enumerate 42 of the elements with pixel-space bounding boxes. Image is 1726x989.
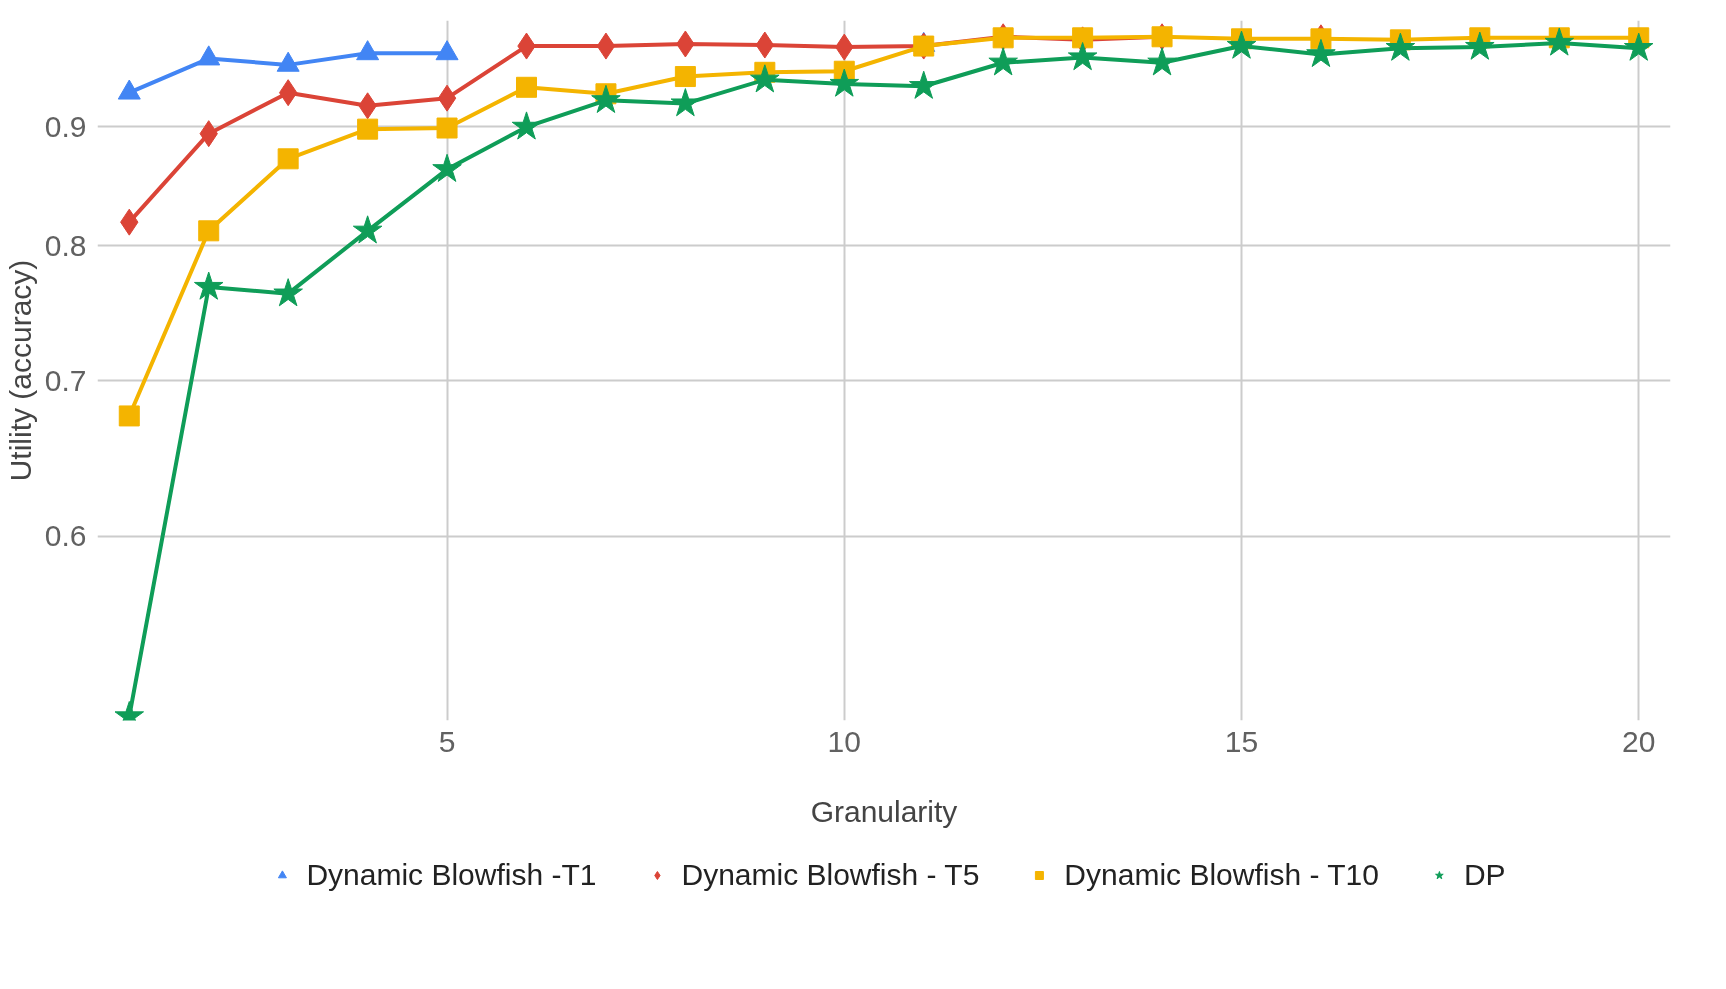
legend-label: DP [1463,858,1506,892]
point [1072,27,1094,49]
point [829,68,860,97]
point [1623,32,1654,61]
point [357,118,379,140]
point [193,271,224,300]
point [352,215,383,244]
point [988,47,1018,76]
point [198,220,220,242]
point [674,66,696,88]
point [1385,32,1416,61]
point [992,27,1014,49]
point [273,278,303,307]
point [1147,47,1177,76]
point [750,64,780,93]
point [1465,31,1495,60]
y-axis-title: Utility (accuracy) [3,259,37,482]
point [432,153,462,182]
point [1067,42,1098,71]
x-tick-label: 10 [827,724,861,758]
y-tick-label: 0.6 [44,519,87,553]
point [1544,27,1575,56]
x-tick-label: 5 [438,724,456,758]
point [437,84,457,112]
y-tick-label: 0.8 [44,228,87,262]
point [436,117,458,139]
point [591,84,621,113]
point [1306,38,1336,68]
legend-label: Dynamic Blowfish - T10 [1064,858,1379,892]
legend-label: Dynamic Blowfish -T1 [306,858,597,892]
y-tick-label: 0.9 [44,109,87,143]
y-tick-label: 0.7 [44,363,87,397]
point [277,148,299,170]
point [516,76,537,98]
point [596,32,616,60]
x-axis-title: Granularity [810,794,958,828]
x-tick-label: 15 [1224,724,1259,758]
point [511,111,542,140]
point [1226,30,1257,59]
x-tick-label: 20 [1622,724,1656,758]
legend-label: Dynamic Blowfish - T5 [681,858,980,892]
point [118,405,140,427]
